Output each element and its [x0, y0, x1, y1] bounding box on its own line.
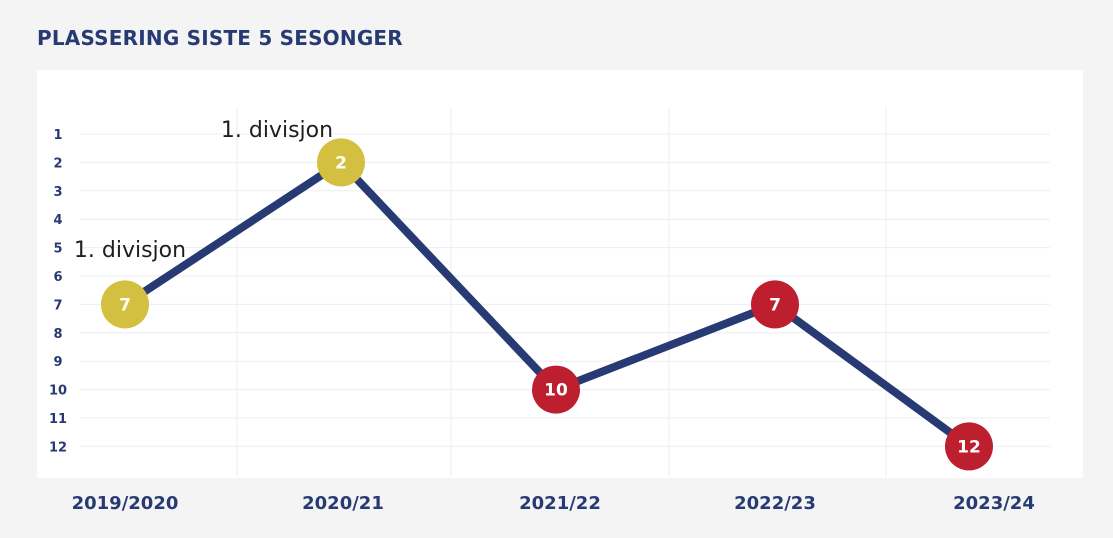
data-point-marker [101, 280, 149, 329]
division-annotation: 1. divisjon [221, 118, 333, 143]
y-tick-label: 5 [53, 242, 62, 257]
data-point-label: 2 [335, 153, 347, 173]
data-point-marker [751, 280, 799, 329]
x-axis: 2019/2020 2020/21 2021/22 2022/23 2023/24 [72, 493, 1035, 514]
annotations: 1. divisjon 1. divisjon [74, 118, 333, 263]
y-tick-label: 10 [49, 384, 67, 399]
y-tick-label: 11 [49, 412, 67, 427]
y-tick-label: 1 [53, 128, 62, 143]
data-point-label: 7 [119, 295, 131, 315]
y-tick-label: 8 [53, 327, 62, 342]
x-tick-label: 2021/22 [519, 493, 601, 514]
chart-title: PLASSERING SISTE 5 SESONGER [37, 26, 403, 50]
y-tick-label: 12 [49, 440, 67, 455]
x-tick-label: 2022/23 [734, 493, 816, 514]
x-tick-label: 2019/2020 [72, 493, 179, 514]
data-point: 7 [751, 280, 799, 329]
data-point-marker [945, 422, 993, 471]
y-tick-label: 9 [53, 355, 62, 370]
data-point-marker [317, 138, 365, 187]
y-tick-label: 7 [53, 298, 62, 313]
data-point: 2 [317, 138, 365, 187]
x-tick-label: 2020/21 [302, 493, 384, 514]
grid [80, 108, 1050, 476]
data-point-label: 7 [769, 295, 781, 315]
data-point: 12 [945, 422, 993, 471]
series: 7 2 10 7 12 [101, 138, 993, 471]
data-point-label: 12 [957, 437, 981, 457]
y-tick-label: 6 [53, 270, 62, 285]
data-point-label: 10 [544, 381, 568, 401]
x-tick-label: 2023/24 [953, 493, 1035, 514]
division-annotation: 1. divisjon [74, 238, 186, 263]
data-point-marker [532, 365, 580, 414]
y-tick-label: 2 [53, 156, 62, 171]
y-tick-label: 4 [53, 213, 62, 228]
data-point: 10 [532, 365, 580, 414]
y-tick-label: 3 [53, 185, 62, 200]
data-point: 7 [101, 280, 149, 329]
